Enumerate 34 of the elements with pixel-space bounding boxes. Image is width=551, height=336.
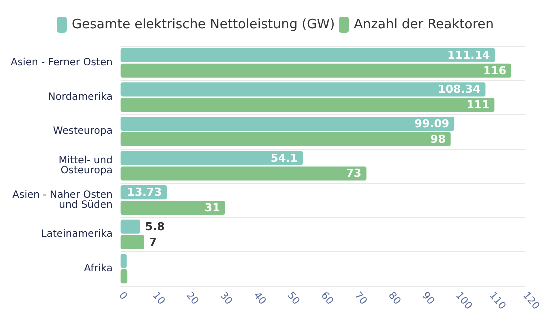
data-label: 116 [484, 64, 507, 78]
data-label: 54.1 [270, 152, 298, 165]
data-label: 5.8 [145, 220, 165, 234]
x-tick-label: 80 [386, 290, 403, 308]
data-label: 13.73 [127, 186, 162, 200]
legend-label: Anzahl der Reaktoren [354, 18, 494, 32]
x-tick-label: 10 [150, 290, 167, 308]
y-tick-label: Asien - Ferner Osten [10, 58, 113, 69]
data-label: 108.34 [438, 83, 482, 96]
x-tick-label: 30 [218, 290, 234, 308]
y-tick-label: Asien - Naher Osten und Süden [12, 190, 113, 211]
data-label: 73 [346, 167, 362, 180]
x-tick-label: 100 [453, 290, 474, 312]
y-tick-label: Mittel- und Osteuropa [58, 156, 113, 176]
x-tick-label: 0 [116, 290, 130, 302]
data-label: 31 [204, 202, 220, 215]
y-tick-label: Afrika [84, 263, 113, 274]
x-tick-label: 40 [251, 290, 268, 308]
data-label: 98 [430, 132, 446, 146]
x-tick-label: 90 [420, 290, 436, 308]
data-label: 111.14 [448, 48, 490, 62]
data-label: 111 [466, 98, 490, 112]
legend-label: Gesamte elektrische Nettoleistung (GW) [72, 18, 336, 32]
y-tick-label: Lateinamerika [41, 229, 113, 240]
data-label: 7 [149, 236, 158, 249]
x-tick-label: 70 [352, 290, 369, 308]
x-tick-label: 20 [184, 290, 201, 308]
x-tick-label: 120 [520, 290, 542, 312]
x-tick-label: 110 [487, 290, 508, 312]
data-label: 99.09 [414, 117, 450, 130]
y-tick-label: Westeuropa [53, 126, 113, 138]
x-tick-label: 50 [285, 290, 302, 308]
y-tick-label: Nordamerika [48, 92, 113, 103]
x-tick-label: 60 [318, 290, 336, 308]
